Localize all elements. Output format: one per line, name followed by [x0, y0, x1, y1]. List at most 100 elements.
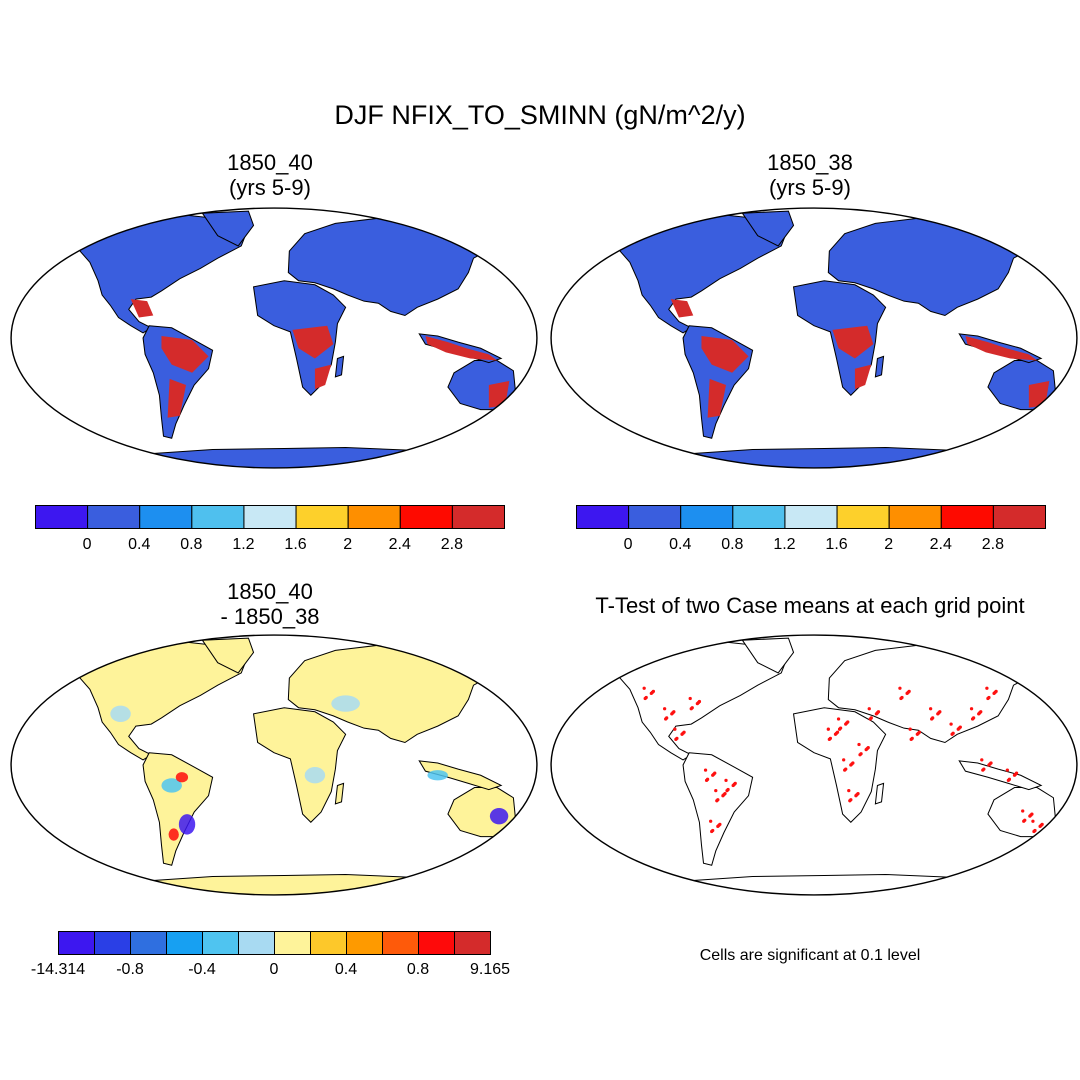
colorbar-swatch	[295, 505, 349, 529]
panel-4-title: T-Test of two Case means at each grid po…	[540, 593, 1080, 618]
difference-region	[168, 828, 179, 841]
colorbar-swatch	[992, 505, 1046, 529]
significant-cell	[713, 771, 717, 775]
high-value-region	[425, 335, 498, 361]
panel-3-title-line2: - 1850_38	[220, 604, 320, 629]
significant-cell	[844, 767, 848, 771]
colorbar-tick-label: 1.6	[284, 536, 307, 553]
significant-cell	[846, 720, 850, 724]
colorbar-swatch	[238, 931, 275, 955]
colorbar-swatch	[310, 931, 347, 955]
significant-cell	[828, 736, 833, 741]
colorbar-swatch	[888, 505, 942, 529]
colorbar-swatch	[166, 931, 203, 955]
significant-cell	[866, 745, 870, 750]
significant-cell	[718, 822, 722, 826]
panel-2-title-line2: (yrs 5-9)	[769, 175, 851, 200]
colorbar-swatch	[347, 505, 401, 529]
colorbar-tick-label: 0.4	[334, 961, 358, 978]
significant-cell	[928, 707, 933, 711]
significant-cell	[867, 707, 871, 711]
significant-cell	[724, 778, 728, 782]
ocean-background	[551, 208, 1077, 468]
significant-cell	[938, 710, 942, 714]
landmass-greenland	[201, 637, 255, 674]
significant-cell	[917, 730, 922, 734]
significant-cell	[859, 752, 863, 756]
significant-cell	[835, 730, 840, 734]
colorbar-tick-label: 0.8	[180, 536, 203, 553]
significant-cell	[697, 699, 702, 704]
colorbar-swatch	[680, 505, 734, 529]
landmass-madagascar	[874, 355, 885, 378]
significant-cell	[985, 686, 989, 690]
significant-cell	[876, 710, 881, 714]
significant-cell	[662, 707, 667, 711]
significant-cell	[644, 695, 648, 700]
colorbar-swatch	[732, 505, 786, 529]
significant-cell	[849, 798, 853, 802]
high-value-region	[292, 325, 334, 359]
ocean-background	[11, 208, 537, 468]
significant-cell	[1014, 771, 1019, 775]
ttest-significance-note: Cells are significant at 0.1 level	[699, 947, 921, 964]
landmass-madagascar	[334, 782, 345, 805]
map-border	[10, 207, 538, 469]
significant-cell	[1031, 819, 1035, 823]
panel-3-title-line1: 1850_40	[227, 579, 313, 604]
colorbar-tick-label: -0.4	[188, 961, 216, 978]
significant-cell	[851, 761, 855, 765]
map-border	[550, 634, 1078, 896]
colorbar-tick-label: -0.8	[116, 961, 144, 978]
significant-cell	[709, 819, 713, 823]
significant-cell	[847, 788, 851, 793]
landmass-africa	[792, 707, 887, 824]
panel-1-title-line1: 1850_40	[227, 150, 313, 175]
significant-cell	[951, 731, 955, 735]
colorbar-tick-label: 0.4	[669, 536, 692, 553]
colorbar-swatch	[202, 931, 239, 955]
figure-title: DJF NFIX_TO_SMINN (gN/m^2/y)	[334, 100, 746, 130]
colorbar-swatch	[274, 931, 311, 955]
significant-cell	[716, 798, 720, 802]
colorbar-swatch	[628, 505, 682, 529]
colorbar-tick-label: 2.4	[388, 536, 411, 553]
significant-cell	[690, 706, 694, 710]
high-value-region	[670, 299, 694, 318]
colorbar-tick-label: 2.8	[440, 536, 463, 553]
significant-cell	[836, 717, 841, 721]
high-value-region	[488, 380, 510, 408]
significant-cell	[842, 758, 846, 762]
significant-cell	[673, 727, 677, 731]
significant-cell	[910, 736, 914, 741]
difference-region	[427, 770, 448, 781]
colorbar-tick-label: 1.2	[773, 536, 796, 553]
significant-cell	[714, 788, 718, 793]
panel-1-title-line2: (yrs 5-9)	[229, 175, 311, 200]
high-value-region	[1028, 380, 1050, 408]
map-border	[10, 634, 538, 896]
significant-cell	[979, 710, 983, 714]
high-value-region	[167, 378, 187, 418]
significant-cell	[907, 689, 911, 693]
colorbar-swatch	[418, 931, 455, 955]
significant-cell	[856, 792, 860, 796]
colorbar-swatch	[940, 505, 994, 529]
colorbar-1850-40	[35, 505, 505, 529]
landmass-south-america	[142, 752, 214, 866]
colorbar-tick-label: 1.2	[232, 536, 255, 553]
colorbar-tick-label: 0	[623, 536, 633, 553]
colorbar-swatch	[576, 505, 630, 529]
colorbar-tick-label: 0	[82, 536, 92, 553]
landmass-madagascar	[874, 782, 885, 805]
difference-region	[304, 767, 326, 784]
significant-cell	[869, 716, 873, 720]
colorbar-swatch	[784, 505, 838, 529]
colorbar-tick-label: 9.165	[469, 961, 511, 978]
significant-cell	[980, 758, 984, 762]
colorbar-1850-38	[576, 505, 1046, 529]
colorbar-swatch	[130, 931, 167, 955]
difference-region	[175, 772, 189, 783]
landmass-africa	[252, 707, 347, 824]
significant-cell	[703, 768, 708, 772]
